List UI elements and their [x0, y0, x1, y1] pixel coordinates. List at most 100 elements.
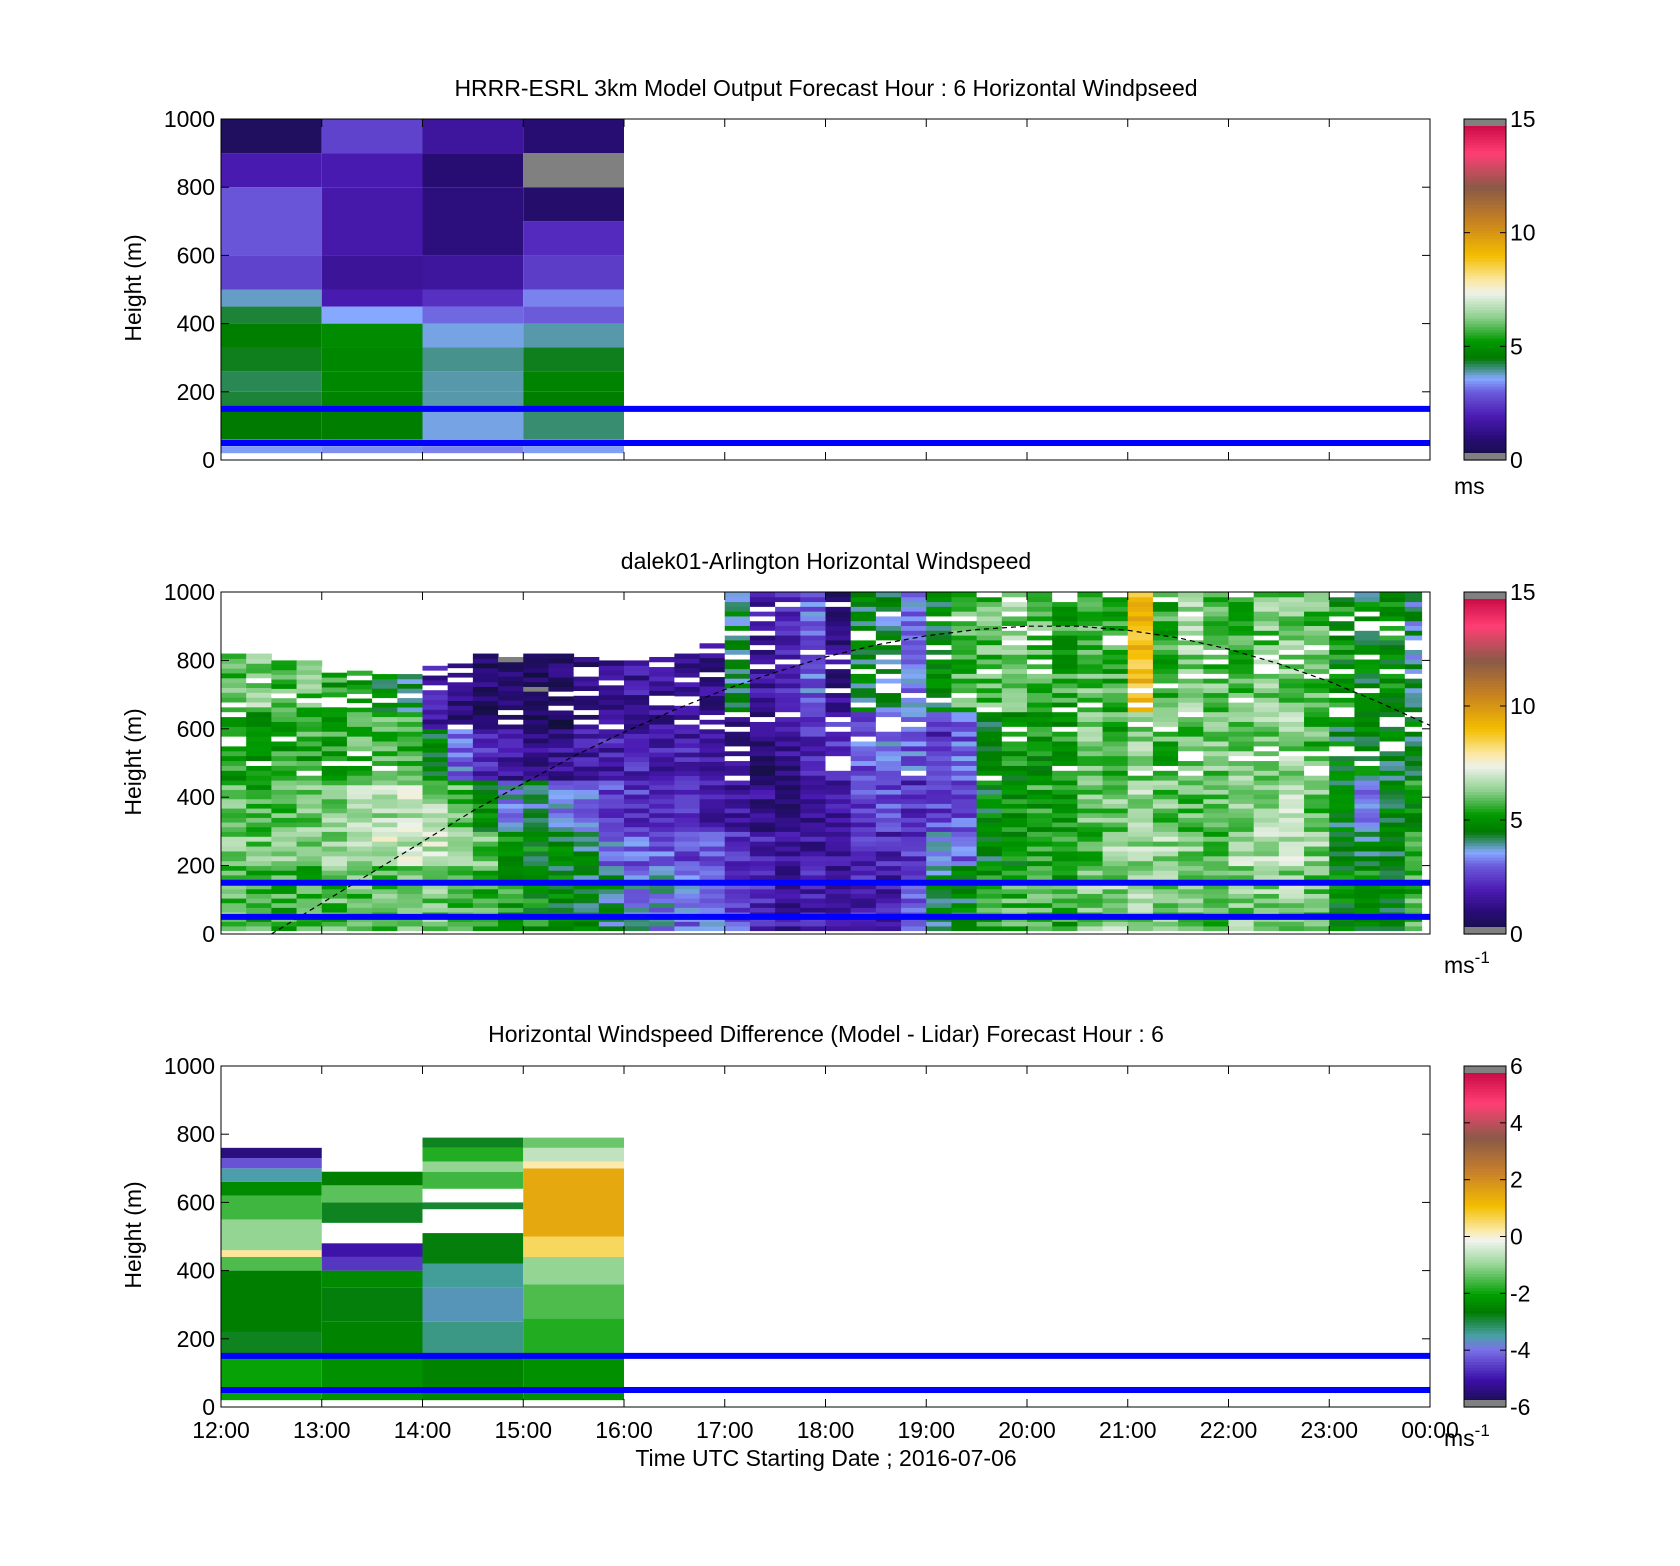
heatmap-cell	[1329, 755, 1355, 762]
heatmap-cell	[800, 784, 826, 790]
heatmap-cell	[775, 678, 801, 684]
heatmap-cell	[523, 119, 624, 154]
heatmap-cell	[372, 697, 398, 703]
heatmap-cell	[422, 391, 524, 409]
heatmap-cell	[1329, 803, 1355, 809]
heatmap-cell	[1127, 659, 1154, 665]
heatmap-cell	[397, 836, 423, 842]
heatmap-cell	[221, 687, 247, 693]
y-tick-label: 0	[202, 447, 215, 473]
heatmap-cell	[271, 817, 298, 823]
heatmap-cell	[1077, 592, 1104, 598]
heatmap-cell	[1077, 745, 1104, 752]
colorbar-swatch	[1464, 272, 1506, 276]
heatmap-cell	[724, 907, 751, 913]
heatmap-cell	[221, 446, 322, 454]
heatmap-cell	[1203, 865, 1229, 871]
heatmap-cell	[901, 716, 927, 722]
heatmap-cell	[1052, 649, 1078, 655]
heatmap-cell	[1304, 625, 1330, 631]
heatmap-cell	[1278, 630, 1305, 636]
heatmap-cell	[1001, 760, 1028, 766]
heatmap-cell	[825, 654, 852, 660]
heatmap-cell	[447, 695, 474, 702]
heatmap-cell	[397, 884, 423, 890]
heatmap-cell	[422, 860, 449, 867]
colorbar-swatch	[1464, 1122, 1506, 1127]
heatmap-cell	[1228, 639, 1255, 646]
heatmap-cell	[422, 888, 449, 894]
heatmap-cell	[901, 668, 927, 674]
plot-area	[221, 1137, 624, 1401]
heatmap-cell	[901, 817, 927, 823]
colorbar-swatch	[1464, 1156, 1506, 1161]
heatmap-cell	[926, 654, 952, 660]
heatmap-cell	[498, 874, 524, 881]
heatmap-cell	[447, 728, 474, 734]
heatmap-cell	[1027, 808, 1053, 814]
colorbar-swatch	[1464, 640, 1506, 644]
heatmap-cell	[926, 808, 952, 814]
colorbar-swatch	[1464, 337, 1506, 342]
colorbar-swatch	[1464, 1199, 1506, 1203]
heatmap-cell	[1354, 716, 1381, 722]
heatmap-cell	[699, 893, 726, 899]
colorbar-unit-label: ms-1	[1444, 1421, 1490, 1451]
heatmap-cell	[1354, 741, 1381, 747]
heatmap-cell	[548, 836, 575, 842]
colorbar-unit-label: ms-1	[1444, 948, 1490, 978]
heatmap-cell	[523, 653, 549, 659]
heatmap-cell	[1379, 663, 1406, 670]
heatmap-cell	[1404, 898, 1423, 904]
heatmap-cell	[800, 611, 826, 617]
heatmap-cell	[1404, 745, 1423, 752]
heatmap-cell	[926, 789, 952, 795]
heatmap-cell	[1354, 649, 1381, 655]
colorbar-swatch	[1464, 765, 1506, 770]
heatmap-cell	[548, 761, 575, 767]
heatmap-cell	[1228, 902, 1255, 908]
heatmap-cell	[1354, 925, 1381, 932]
heatmap-cell	[1203, 841, 1229, 847]
heatmap-cell	[901, 673, 927, 679]
heatmap-cell	[825, 826, 852, 832]
colorbar-swatch	[1464, 1088, 1506, 1093]
heatmap-cell	[1203, 711, 1229, 718]
colorbar-tick-label: 15	[1510, 579, 1536, 605]
heatmap-cell	[1178, 826, 1204, 832]
heatmap-cell	[321, 808, 348, 814]
heatmap-cell	[901, 726, 927, 732]
heatmap-cell	[1278, 721, 1305, 727]
heatmap-cell	[1253, 668, 1280, 674]
heatmap-cell	[447, 822, 474, 828]
heatmap-cell	[1178, 630, 1204, 636]
heatmap-cell	[976, 635, 1003, 641]
heatmap-cell	[1027, 841, 1053, 847]
heatmap-cell	[1304, 812, 1330, 818]
heatmap-cell	[221, 822, 247, 828]
heatmap-cell	[221, 808, 247, 814]
heatmap-cell	[1052, 606, 1078, 612]
heatmap-cell	[825, 592, 852, 598]
heatmap-cell	[1077, 789, 1104, 795]
heatmap-cell	[1379, 812, 1406, 818]
heatmap-cell	[1127, 902, 1154, 908]
heatmap-cell	[246, 755, 272, 762]
heatmap-cell	[1329, 831, 1355, 837]
heatmap-cell	[850, 755, 877, 762]
heatmap-cell	[1077, 850, 1104, 857]
heatmap-cell	[1278, 649, 1305, 655]
heatmap-cell	[1329, 798, 1355, 804]
heatmap-cell	[699, 907, 726, 913]
heatmap-cell	[724, 780, 751, 786]
heatmap-cell	[649, 704, 675, 711]
heatmap-cell	[1278, 750, 1305, 757]
heatmap-cell	[472, 888, 499, 894]
colorbar-swatch	[1464, 1318, 1506, 1323]
heatmap-cell	[573, 724, 600, 730]
heatmap-cell	[1354, 760, 1381, 766]
heatmap-cell	[472, 902, 499, 908]
heatmap-cell	[321, 898, 348, 904]
heatmap-cell	[1354, 836, 1381, 842]
heatmap-cell	[800, 654, 826, 660]
